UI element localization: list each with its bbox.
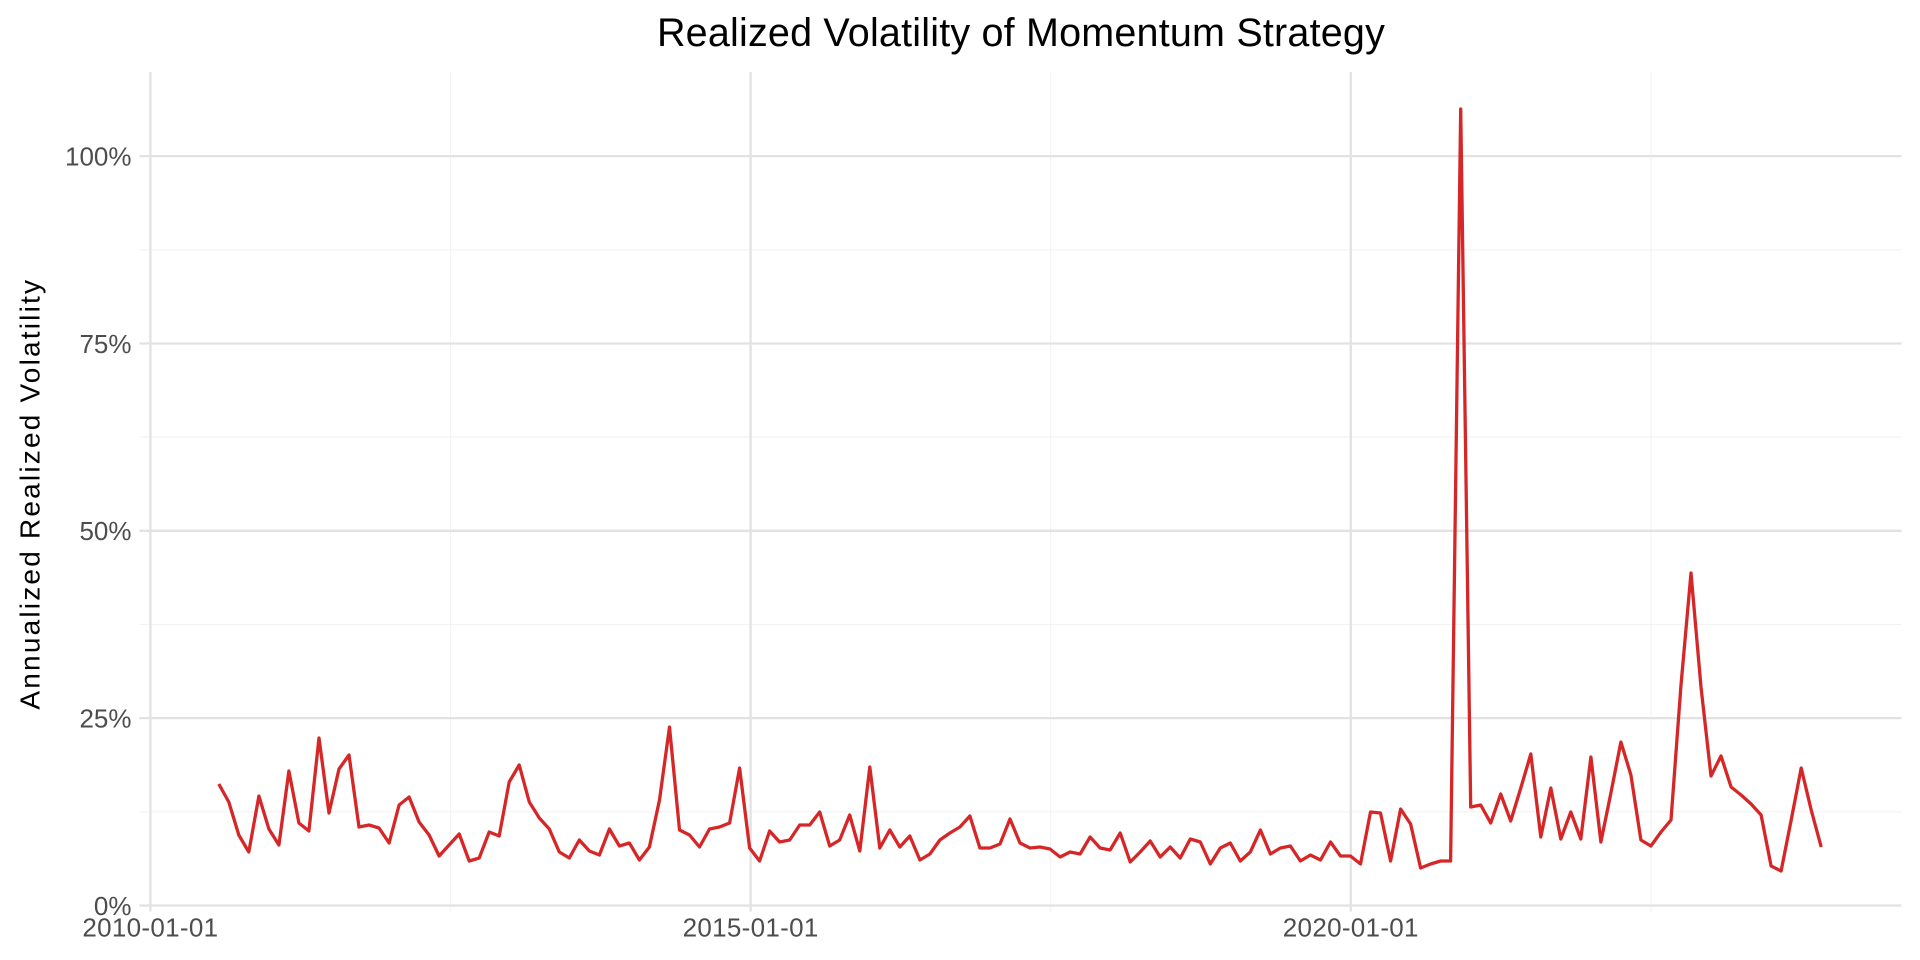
svg-text:2010-01-01: 2010-01-01 (82, 912, 218, 942)
svg-text:0%: 0% (94, 891, 132, 921)
svg-text:25%: 25% (79, 703, 131, 733)
svg-text:2020-01-01: 2020-01-01 (1283, 912, 1419, 942)
svg-text:2015-01-01: 2015-01-01 (683, 912, 819, 942)
svg-text:75%: 75% (79, 329, 131, 359)
svg-text:50%: 50% (79, 516, 131, 546)
svg-text:Annualized Realized Volatility: Annualized Realized Volatility (15, 278, 46, 710)
svg-text:100%: 100% (65, 141, 132, 171)
svg-text:Realized Volatility of Momentu: Realized Volatility of Momentum Strategy (657, 11, 1385, 55)
